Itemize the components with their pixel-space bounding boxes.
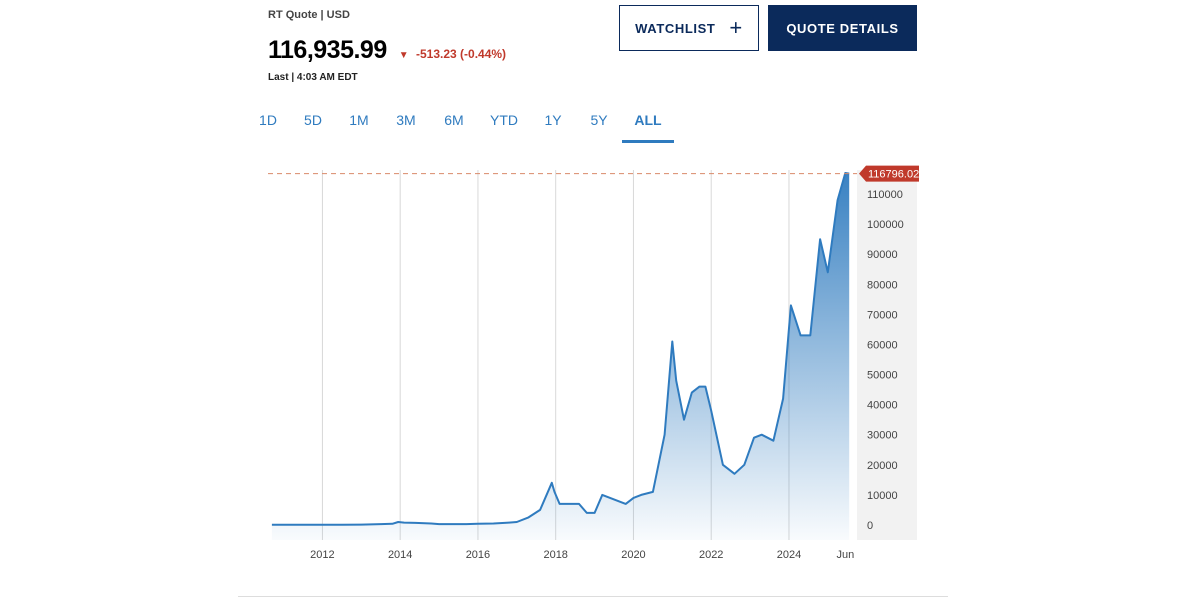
x-tick-label-Jun: Jun [836, 549, 854, 561]
y-tick-label-0: 0 [867, 520, 873, 532]
plus-icon: + [729, 15, 743, 40]
x-tick-label-2014: 2014 [388, 549, 412, 561]
y-tick-label-90000: 90000 [867, 249, 898, 261]
x-tick-label-2012: 2012 [310, 549, 334, 561]
y-tick-label-60000: 60000 [867, 339, 898, 351]
y-tick-label-10000: 10000 [867, 490, 898, 502]
price-row: 116,935.99 ▼ -513.23 (-0.44%) [268, 36, 506, 65]
tab-all[interactable]: ALL [622, 104, 674, 143]
y-tick-label-70000: 70000 [867, 309, 898, 321]
y-tick-label-20000: 20000 [867, 460, 898, 472]
last-value-badge [859, 165, 919, 182]
price-change-value: -513.23 (-0.44%) [416, 47, 507, 61]
price-line [271, 172, 850, 526]
y-tick-label-100000: 100000 [867, 219, 904, 231]
tab-5d[interactable]: 5D [304, 112, 322, 128]
y-tick-label-110000: 110000 [867, 189, 903, 201]
quote-details-button[interactable]: QUOTE DETAILS [768, 5, 917, 51]
quote-details-label: QUOTE DETAILS [786, 20, 899, 36]
price-change: ▼ -513.23 (-0.44%) [399, 47, 506, 61]
x-tick-label-2016: 2016 [466, 549, 490, 561]
price-area [271, 173, 850, 540]
bottom-divider [238, 596, 948, 597]
tab-3m[interactable]: 3M [396, 112, 416, 128]
watchlist-label: WATCHLIST [635, 20, 716, 36]
x-tick-label-2024: 2024 [777, 549, 801, 561]
down-triangle-icon: ▼ [398, 50, 409, 61]
x-tick-label-2020: 2020 [621, 549, 645, 561]
last-value-label: 116796.02 [868, 169, 919, 181]
tab-6m[interactable]: 6M [444, 112, 464, 128]
time-range-tabs: 1D 5D 1M 3M 6M YTD 1Y 5Y ALL [259, 104, 674, 143]
y-tick-label-80000: 80000 [867, 279, 898, 291]
y-tick-label-30000: 30000 [867, 430, 898, 442]
x-tick-label-2018: 2018 [543, 549, 567, 561]
tab-5y[interactable]: 5Y [590, 112, 608, 128]
last-update-time: Last | 4:03 AM EDT [268, 72, 358, 83]
quote-meta: RT Quote | USD [268, 9, 350, 21]
tab-1y[interactable]: 1Y [544, 112, 562, 128]
watchlist-button[interactable]: WATCHLIST + [619, 5, 759, 51]
x-tick-label-2022: 2022 [699, 549, 723, 561]
y-tick-label-50000: 50000 [867, 370, 898, 382]
tab-1d[interactable]: 1D [259, 112, 277, 128]
last-price: 116,935.99 [268, 36, 387, 64]
tab-ytd[interactable]: YTD [490, 112, 518, 128]
tab-1m[interactable]: 1M [349, 112, 369, 128]
y-tick-label-40000: 40000 [867, 400, 898, 412]
